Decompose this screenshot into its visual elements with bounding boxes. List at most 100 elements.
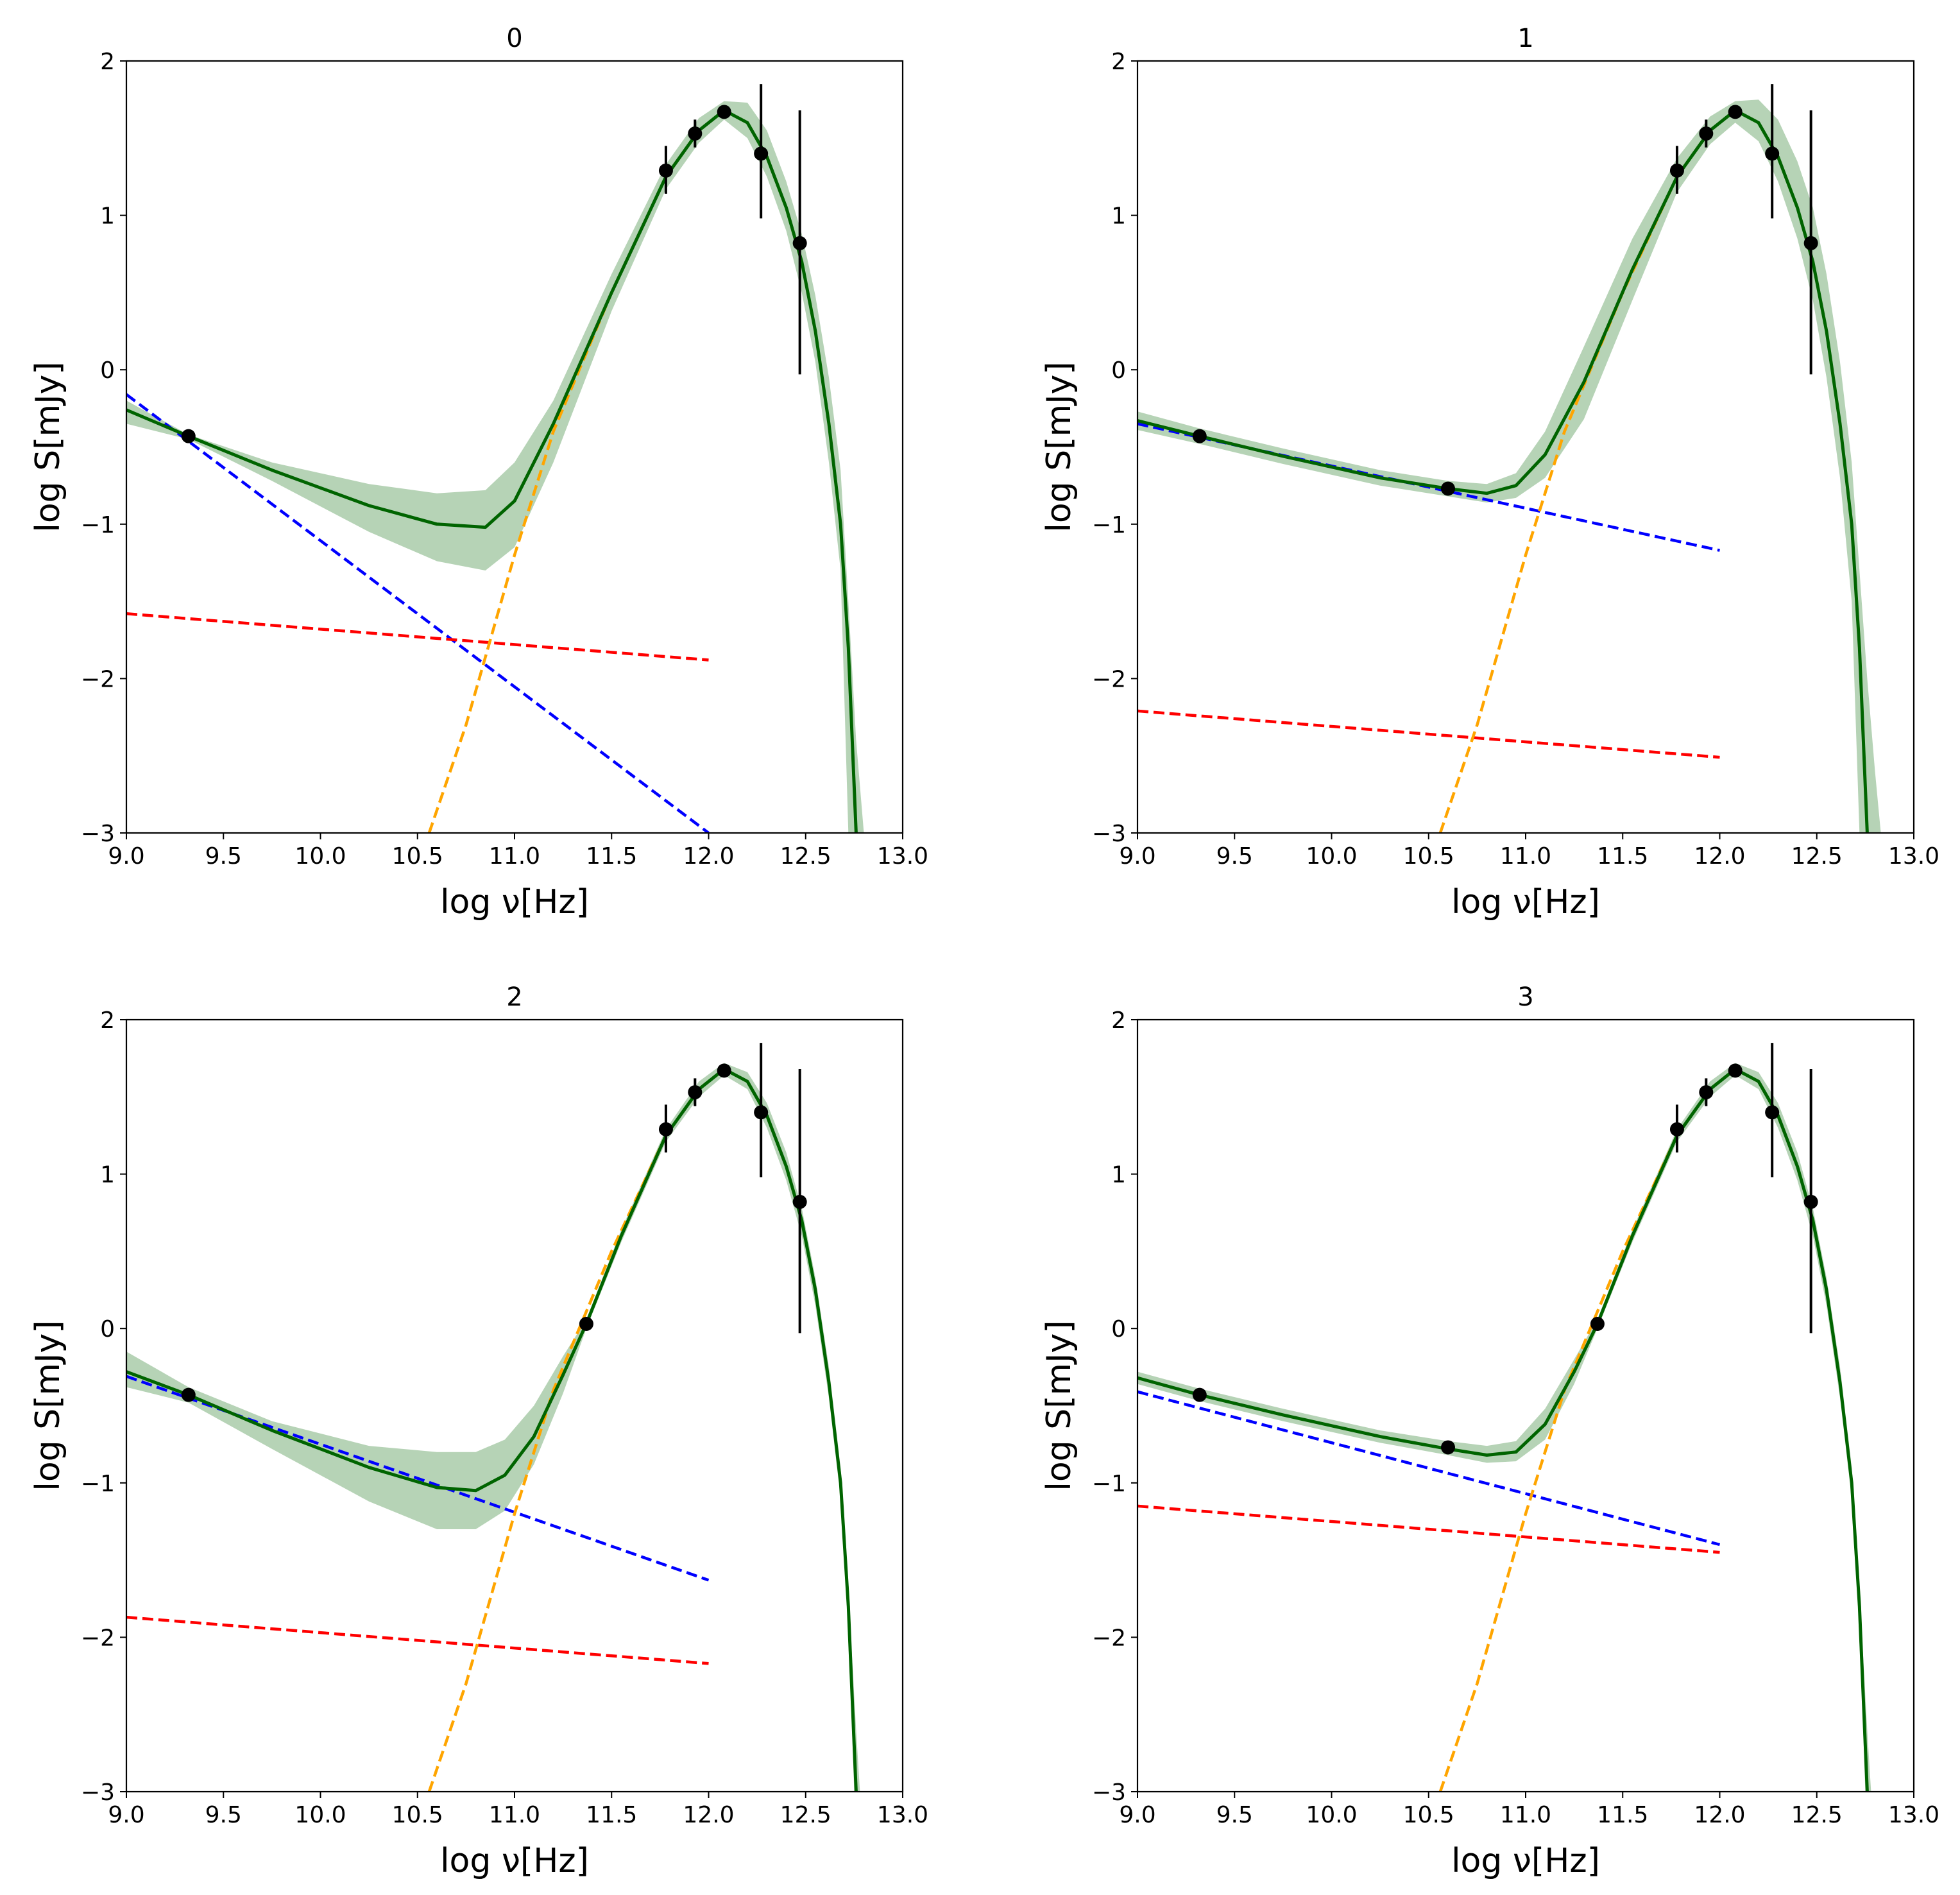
x-tick-label: 13.0 bbox=[1888, 1802, 1939, 1828]
x-tick-label: 11.5 bbox=[586, 843, 637, 870]
panel-0: 9.0 9.5 10.0 10.5 11.0 11.5 12.0 12.5 13.0 2 1 0 −1 −… bbox=[29, 24, 928, 922]
y-tick-label: −3 bbox=[81, 821, 115, 847]
panel-1: 9.0 9.5 10.0 10.5 11.0 11.5 12.0 12.5 13.0 2 1 0 −1 −… bbox=[1040, 24, 1939, 922]
data-point bbox=[1728, 1063, 1743, 1078]
x-tick-label: 12.5 bbox=[780, 1802, 831, 1828]
data-point bbox=[1441, 481, 1455, 496]
x-axis-label: log ν[Hz] bbox=[1451, 883, 1600, 922]
data-point bbox=[1669, 163, 1684, 178]
data-point bbox=[658, 1122, 673, 1136]
panel-title: 2 bbox=[506, 982, 522, 1012]
x-tick-label: 12.0 bbox=[683, 1802, 734, 1828]
y-tick-label: 2 bbox=[100, 1008, 115, 1034]
plot-area bbox=[126, 1043, 860, 1792]
total-model-line bbox=[1138, 108, 1869, 833]
total-model-line bbox=[126, 1067, 858, 1792]
data-point bbox=[1699, 126, 1714, 141]
uncertainty-band bbox=[1138, 1063, 1871, 1792]
x-tick-label: 11.5 bbox=[1597, 1802, 1648, 1828]
x-tick-label: 10.5 bbox=[1403, 843, 1454, 870]
x-axis-label: log ν[Hz] bbox=[440, 1842, 589, 1880]
red-dashed-line bbox=[1138, 1504, 1720, 1554]
x-tick-label: 11.0 bbox=[1500, 843, 1551, 870]
data-point bbox=[688, 126, 703, 141]
y-tick-label: −1 bbox=[1092, 512, 1126, 538]
data-point bbox=[792, 236, 807, 250]
data-point bbox=[1669, 1122, 1684, 1136]
data-point bbox=[181, 1387, 196, 1402]
panel-3: 9.0 9.5 10.0 10.5 11.0 11.5 12.0 12.5 13.0 2 1 0 −1 −… bbox=[1040, 982, 1939, 1880]
x-tick-label: 9.5 bbox=[1216, 843, 1253, 870]
y-tick-label: 1 bbox=[1111, 203, 1126, 230]
plot-area bbox=[1138, 1043, 1871, 1792]
y-tick-label: 1 bbox=[100, 203, 115, 230]
x-tick-label: 10.0 bbox=[294, 843, 346, 870]
x-tick-label: 9.5 bbox=[205, 843, 242, 870]
x-tick-label: 9.0 bbox=[1119, 843, 1155, 870]
data-point bbox=[1192, 1387, 1207, 1402]
x-tick-label: 12.0 bbox=[683, 843, 734, 870]
y-tick-label: 0 bbox=[1111, 357, 1126, 384]
axes-frame bbox=[125, 60, 904, 834]
x-tick-label: 13.0 bbox=[877, 843, 928, 870]
panel-2: 9.0 9.5 10.0 10.5 11.0 11.5 12.0 12.5 13.0 2 1 0 −1 −… bbox=[29, 982, 928, 1880]
y-tick-label: 1 bbox=[1111, 1162, 1126, 1188]
data-point bbox=[1765, 146, 1780, 161]
y-tick-label: −2 bbox=[81, 666, 115, 692]
x-tick-label: 10.5 bbox=[392, 843, 443, 870]
y-axis-label: log S[mJy] bbox=[29, 361, 67, 532]
x-tick-label: 12.0 bbox=[1694, 843, 1745, 870]
x-tick-label: 12.5 bbox=[1791, 843, 1843, 870]
x-tick-label: 11.0 bbox=[1500, 1802, 1551, 1828]
data-point bbox=[1803, 236, 1818, 250]
y-tick-label: 1 bbox=[100, 1162, 115, 1188]
data-point bbox=[1192, 429, 1207, 443]
data-point bbox=[181, 429, 196, 443]
x-tick-label: 12.5 bbox=[780, 843, 831, 870]
data-point bbox=[754, 1105, 769, 1120]
x-tick-label: 13.0 bbox=[1888, 843, 1939, 870]
y-tick-label: −3 bbox=[1092, 821, 1126, 847]
y-tick-label: 2 bbox=[100, 49, 115, 75]
red-dashed-line bbox=[126, 1615, 709, 1665]
y-axis-label: log S[mJy] bbox=[1040, 361, 1078, 532]
x-tick-label: 10.5 bbox=[1403, 1802, 1454, 1828]
y-tick-label: −1 bbox=[81, 512, 115, 538]
data-point bbox=[1699, 1085, 1714, 1100]
x-tick-label: 10.0 bbox=[1306, 1802, 1357, 1828]
x-tick-label: 13.0 bbox=[877, 1802, 928, 1828]
uncertainty-band bbox=[126, 1063, 860, 1792]
data-point bbox=[1441, 1440, 1455, 1455]
total-model-line bbox=[126, 108, 858, 833]
x-tick-label: 12.0 bbox=[1694, 1802, 1745, 1828]
x-tick-label: 9.0 bbox=[108, 843, 144, 870]
y-tick-label: 0 bbox=[1111, 1316, 1126, 1342]
total-model-line bbox=[1138, 1067, 1869, 1792]
data-point bbox=[754, 146, 769, 161]
x-tick-label: 11.0 bbox=[489, 1802, 540, 1828]
y-tick-label: −1 bbox=[81, 1471, 115, 1497]
x-tick-label: 9.0 bbox=[1119, 1802, 1155, 1828]
x-tick-label: 12.5 bbox=[1791, 1802, 1843, 1828]
panel-title: 1 bbox=[1517, 24, 1533, 53]
x-tick-label: 10.0 bbox=[294, 1802, 346, 1828]
axes-frame bbox=[125, 1018, 904, 1793]
x-axis-label: log ν[Hz] bbox=[440, 883, 589, 922]
y-tick-label: 0 bbox=[100, 1316, 115, 1342]
x-tick-label: 11.5 bbox=[1597, 843, 1648, 870]
data-point bbox=[1728, 105, 1743, 119]
uncertainty-band bbox=[1138, 99, 1881, 833]
red-dashed-line bbox=[126, 612, 709, 662]
data-point bbox=[1765, 1105, 1780, 1120]
panel-title: 3 bbox=[1517, 982, 1533, 1012]
uncertainty-band bbox=[126, 101, 864, 833]
y-tick-label: 2 bbox=[1111, 1008, 1126, 1034]
y-tick-label: −2 bbox=[81, 1625, 115, 1651]
x-tick-label: 10.0 bbox=[1306, 843, 1357, 870]
plot-area bbox=[126, 84, 864, 833]
x-tick-label: 11.0 bbox=[489, 843, 540, 870]
data-point bbox=[688, 1085, 703, 1100]
y-tick-label: −1 bbox=[1092, 1471, 1126, 1497]
data-point bbox=[579, 1316, 593, 1331]
